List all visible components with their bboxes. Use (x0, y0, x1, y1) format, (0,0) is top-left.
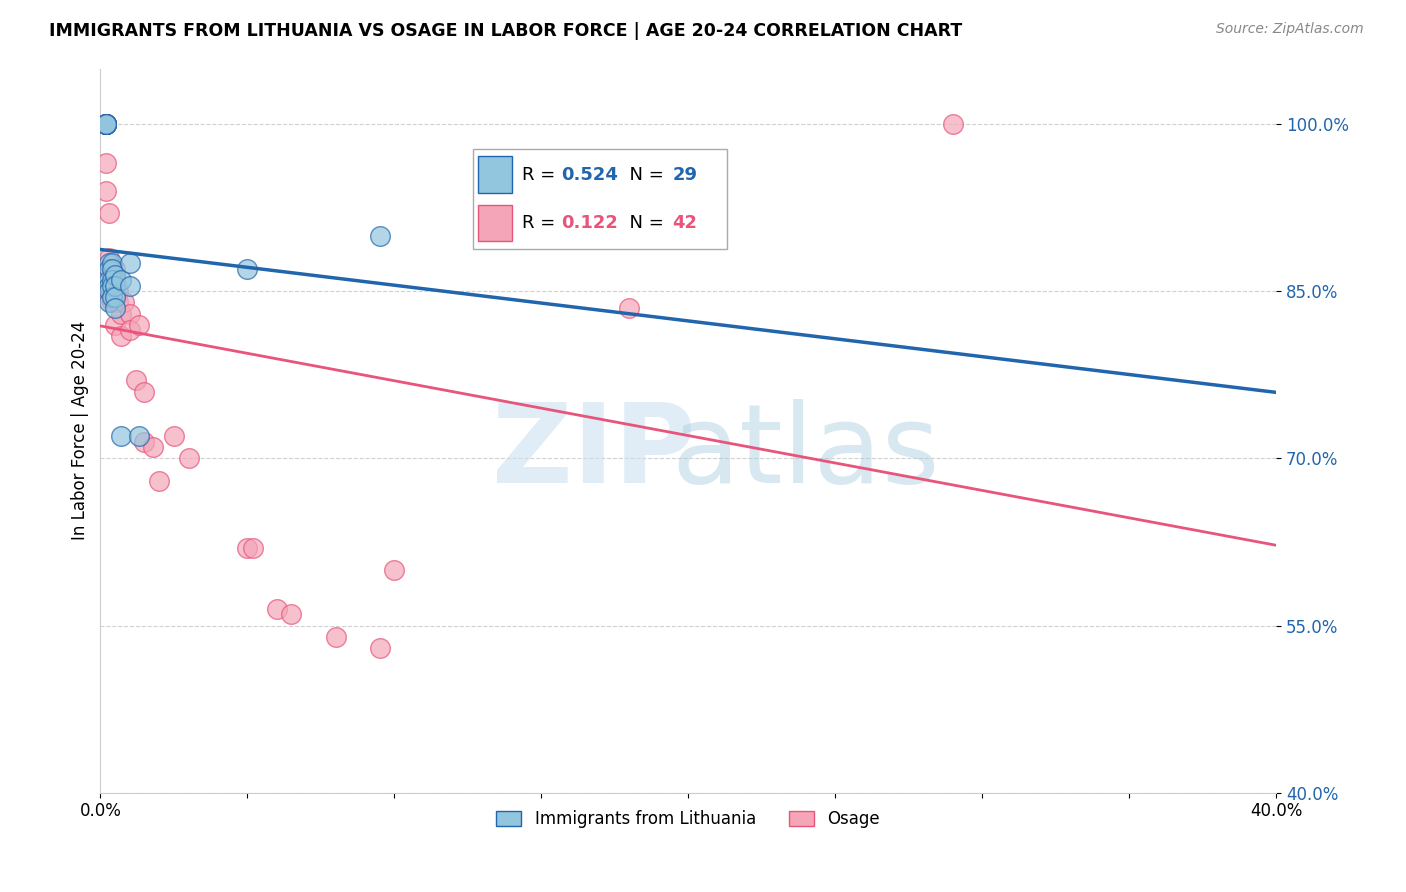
Point (98, 251, 121, 265)
Point (96, 117, 118, 131)
Point (142, 440, 165, 454)
Point (98, 278, 121, 293)
Point (110, 329, 132, 343)
Legend: Immigrants from Lithuania, Osage: Immigrants from Lithuania, Osage (489, 804, 887, 835)
Point (266, 602, 288, 616)
Point (619, 301, 641, 315)
Y-axis label: In Labor Force | Age 20-24: In Labor Force | Age 20-24 (72, 321, 89, 541)
Point (96, 184, 118, 198)
Point (110, 273, 132, 287)
Point (101, 278, 124, 293)
Point (104, 268, 127, 282)
Point (368, 640, 391, 655)
Text: ZIP: ZIP (492, 399, 696, 506)
Point (163, 429, 186, 443)
Point (382, 563, 405, 577)
Point (96, 117, 118, 131)
Point (98, 262, 121, 277)
Point (101, 256, 124, 270)
Point (101, 273, 124, 287)
Point (368, 228, 391, 243)
Point (98, 206, 121, 220)
Point (96, 117, 118, 131)
Point (134, 434, 156, 449)
Point (98, 295, 121, 310)
Point (124, 374, 146, 388)
Point (104, 273, 127, 287)
Point (134, 384, 156, 399)
Point (236, 541, 259, 555)
Point (118, 323, 141, 337)
Point (107, 285, 129, 299)
Point (101, 262, 124, 277)
Point (325, 630, 347, 644)
Point (107, 295, 129, 310)
Point (104, 262, 127, 277)
Text: Source: ZipAtlas.com: Source: ZipAtlas.com (1216, 22, 1364, 37)
Point (101, 290, 124, 304)
Text: atlas: atlas (672, 399, 941, 506)
Point (96, 117, 118, 131)
Point (104, 295, 127, 310)
Point (101, 278, 124, 293)
Point (96, 117, 118, 131)
Point (96, 156, 118, 170)
Point (112, 295, 135, 310)
Point (96, 117, 118, 131)
Point (104, 278, 127, 293)
Point (148, 474, 170, 488)
Point (104, 301, 127, 315)
Point (128, 318, 150, 332)
Point (98, 278, 121, 293)
Point (118, 307, 141, 321)
Point (110, 429, 132, 443)
Point (118, 278, 141, 293)
Point (177, 451, 200, 466)
Point (942, 117, 965, 131)
Point (96, 117, 118, 131)
Point (98, 285, 121, 299)
Point (242, 541, 264, 555)
Point (280, 607, 302, 622)
Point (104, 318, 127, 332)
Point (236, 262, 259, 277)
Point (96, 117, 118, 131)
Point (98, 262, 121, 277)
Point (98, 290, 121, 304)
Point (96, 117, 118, 131)
Point (96, 117, 118, 131)
Point (128, 429, 150, 443)
Text: IMMIGRANTS FROM LITHUANIA VS OSAGE IN LABOR FORCE | AGE 20-24 CORRELATION CHART: IMMIGRANTS FROM LITHUANIA VS OSAGE IN LA… (49, 22, 963, 40)
Point (110, 307, 132, 321)
Point (96, 117, 118, 131)
Point (98, 256, 121, 270)
Point (101, 262, 124, 277)
Point (101, 295, 124, 310)
Point (98, 273, 121, 287)
Point (118, 256, 141, 270)
Point (104, 290, 127, 304)
